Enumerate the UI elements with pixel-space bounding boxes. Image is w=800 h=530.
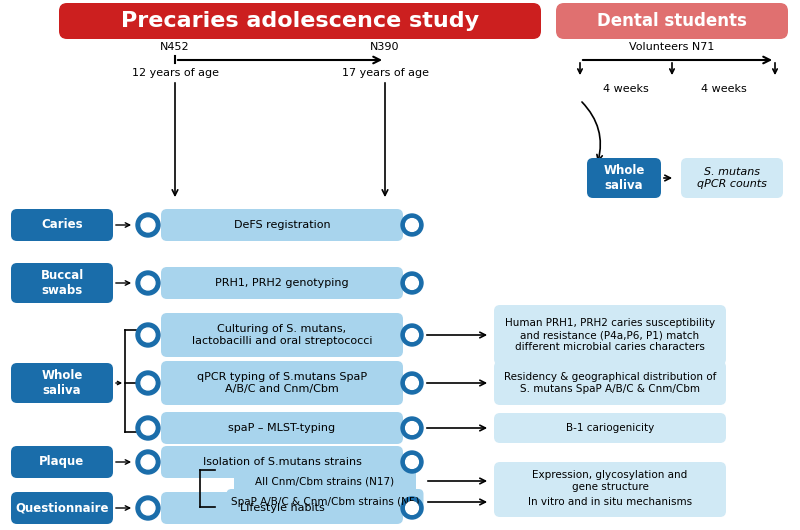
Circle shape	[401, 214, 423, 236]
Circle shape	[136, 271, 160, 295]
Circle shape	[401, 272, 423, 294]
FancyBboxPatch shape	[234, 468, 416, 494]
Circle shape	[406, 456, 418, 469]
Text: 12 years of age: 12 years of age	[131, 68, 218, 78]
Text: 4 weeks: 4 weeks	[701, 84, 747, 94]
Circle shape	[136, 371, 160, 395]
Circle shape	[401, 451, 423, 473]
Circle shape	[141, 276, 155, 290]
FancyBboxPatch shape	[494, 413, 726, 443]
FancyBboxPatch shape	[161, 446, 403, 478]
Circle shape	[141, 328, 155, 342]
FancyBboxPatch shape	[226, 489, 423, 515]
Text: Plaque: Plaque	[39, 455, 85, 469]
Text: spaP – MLST-typing: spaP – MLST-typing	[229, 423, 335, 433]
FancyBboxPatch shape	[161, 412, 403, 444]
FancyBboxPatch shape	[11, 363, 113, 403]
Text: 4 weeks: 4 weeks	[603, 84, 649, 94]
Text: S. mutans
qPCR counts: S. mutans qPCR counts	[697, 167, 767, 189]
Circle shape	[406, 329, 418, 341]
Circle shape	[401, 324, 423, 346]
Circle shape	[141, 421, 155, 435]
Text: SpaP A/B/C & Cnm/Cbm strains (N5): SpaP A/B/C & Cnm/Cbm strains (N5)	[230, 497, 419, 507]
Text: Residency & geographical distribution of
S. mutans SpaP A/B/C & Cnm/Cbm: Residency & geographical distribution of…	[504, 372, 716, 394]
Text: In vitro and in situ mechanisms: In vitro and in situ mechanisms	[528, 497, 692, 507]
Circle shape	[406, 422, 418, 435]
FancyBboxPatch shape	[161, 313, 403, 357]
FancyBboxPatch shape	[59, 3, 541, 39]
Circle shape	[406, 501, 418, 515]
Circle shape	[136, 213, 160, 237]
Circle shape	[406, 218, 418, 232]
FancyBboxPatch shape	[161, 361, 403, 405]
Text: Isolation of S.mutans strains: Isolation of S.mutans strains	[202, 457, 362, 467]
FancyBboxPatch shape	[11, 209, 113, 241]
Text: Caries: Caries	[41, 218, 83, 232]
Text: Lifestyle habits: Lifestyle habits	[240, 503, 324, 513]
Text: 17 years of age: 17 years of age	[342, 68, 429, 78]
Circle shape	[401, 497, 423, 519]
FancyBboxPatch shape	[161, 492, 403, 524]
Circle shape	[136, 450, 160, 474]
Text: DeFS registration: DeFS registration	[234, 220, 330, 230]
FancyBboxPatch shape	[556, 3, 788, 39]
Text: Dental students: Dental students	[597, 12, 747, 30]
Text: Culturing of S. mutans,
lactobacilli and oral streptococci: Culturing of S. mutans, lactobacilli and…	[192, 324, 372, 346]
FancyBboxPatch shape	[587, 158, 661, 198]
FancyBboxPatch shape	[11, 263, 113, 303]
Text: Questionnaire: Questionnaire	[15, 501, 109, 515]
FancyBboxPatch shape	[161, 209, 403, 241]
Text: qPCR typing of S.mutans SpaP
A/B/C and Cnm/Cbm: qPCR typing of S.mutans SpaP A/B/C and C…	[197, 372, 367, 394]
Circle shape	[136, 323, 160, 347]
Text: All Cnm/Cbm strains (N17): All Cnm/Cbm strains (N17)	[255, 476, 394, 486]
Text: Whole
saliva: Whole saliva	[42, 369, 82, 397]
Circle shape	[406, 377, 418, 390]
Circle shape	[141, 376, 155, 390]
Text: Human PRH1, PRH2 caries susceptibility
and resistance (P4a,P6, P1) match
differe: Human PRH1, PRH2 caries susceptibility a…	[505, 319, 715, 351]
Circle shape	[141, 501, 155, 515]
Text: Volunteers N71: Volunteers N71	[630, 42, 714, 52]
Circle shape	[136, 416, 160, 440]
Circle shape	[141, 455, 155, 469]
Circle shape	[401, 417, 423, 439]
Circle shape	[141, 218, 155, 232]
FancyBboxPatch shape	[494, 462, 726, 500]
Text: Whole
saliva: Whole saliva	[603, 164, 645, 192]
Text: N452: N452	[160, 42, 190, 52]
Text: N390: N390	[370, 42, 400, 52]
Circle shape	[136, 496, 160, 520]
FancyBboxPatch shape	[494, 305, 726, 365]
FancyBboxPatch shape	[494, 361, 726, 405]
Text: PRH1, PRH2 genotyping: PRH1, PRH2 genotyping	[215, 278, 349, 288]
FancyBboxPatch shape	[494, 487, 726, 517]
Circle shape	[401, 372, 423, 394]
FancyBboxPatch shape	[11, 492, 113, 524]
Text: Precaries adolescence study: Precaries adolescence study	[121, 11, 479, 31]
FancyBboxPatch shape	[11, 446, 113, 478]
FancyBboxPatch shape	[681, 158, 783, 198]
Text: B-1 cariogenicity: B-1 cariogenicity	[566, 423, 654, 433]
Text: Expression, glycosylation and
gene structure: Expression, glycosylation and gene struc…	[532, 470, 688, 492]
Text: Buccal
swabs: Buccal swabs	[40, 269, 84, 297]
Circle shape	[406, 277, 418, 289]
FancyBboxPatch shape	[161, 267, 403, 299]
